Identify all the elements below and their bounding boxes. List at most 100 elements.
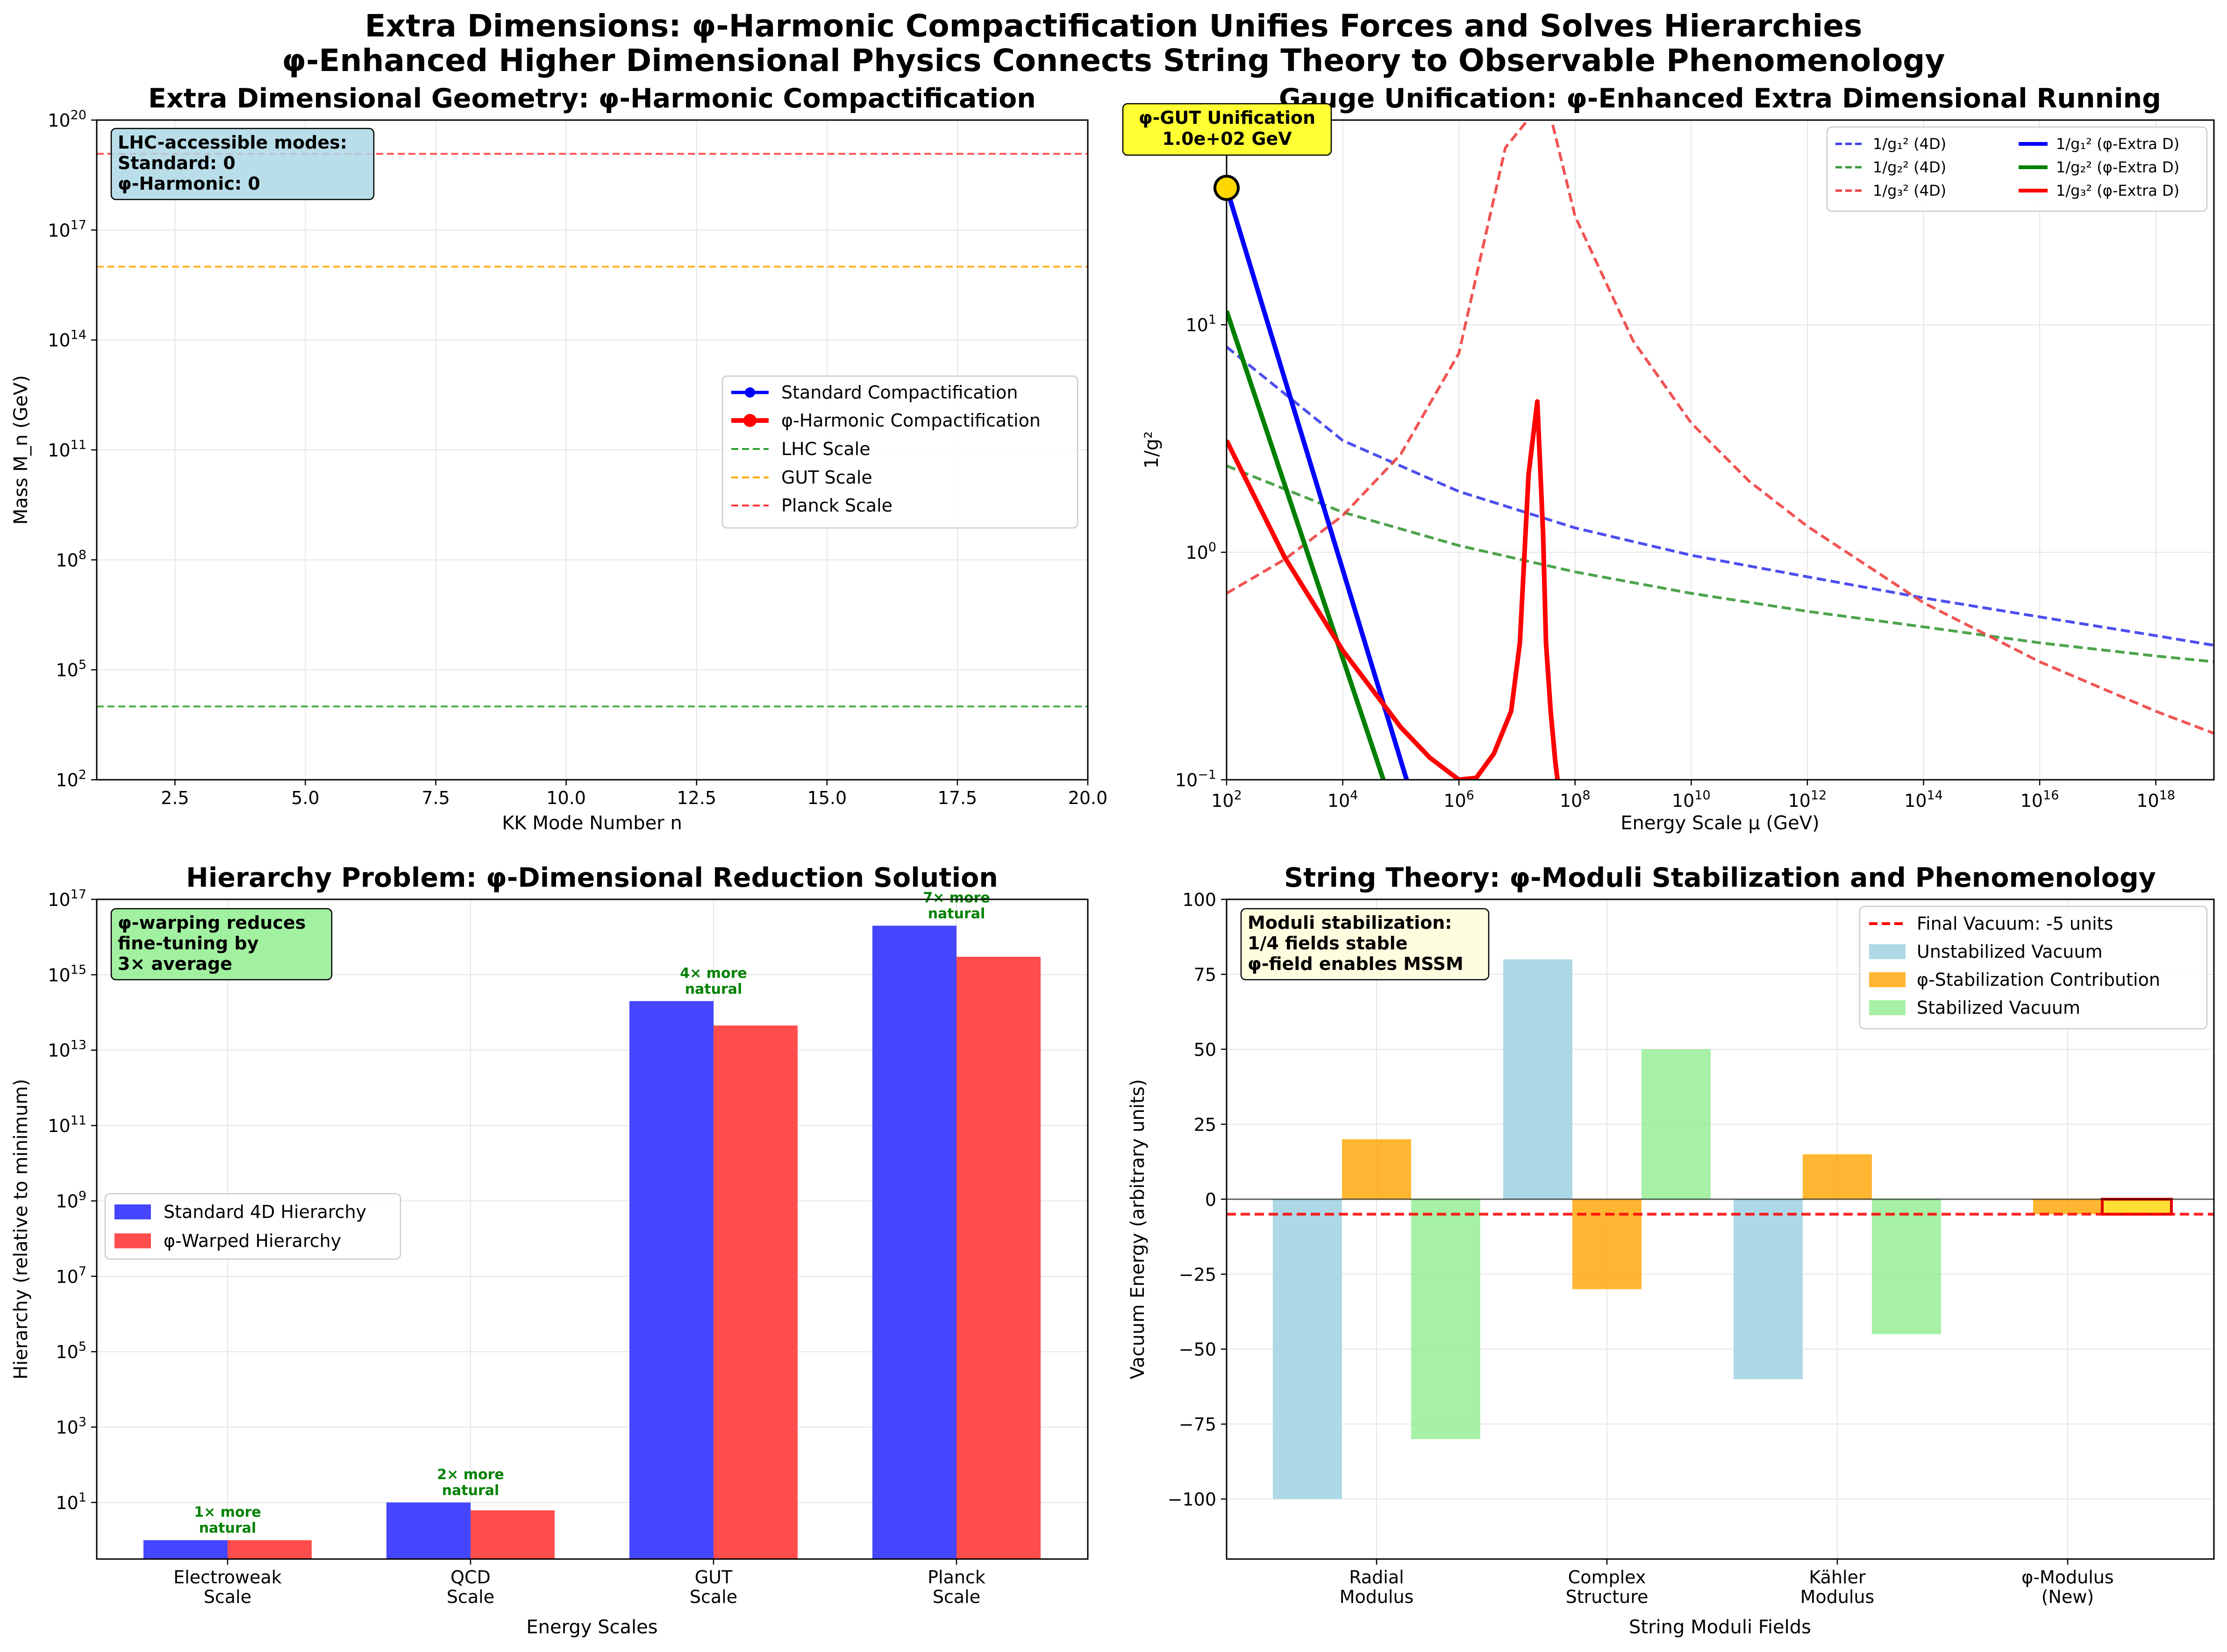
moduli-ytick-label: 100	[1182, 890, 1216, 910]
gauge-xtick-label-exponent: 6	[1466, 788, 1474, 803]
kk-ytick-label: 1014	[48, 328, 86, 351]
kk-ytick-label-base: 10	[56, 550, 78, 570]
hierarchy-ytick-label-exponent: 7	[79, 1264, 86, 1279]
kk-ytick-label: 102	[56, 768, 86, 790]
hierarchy-ytick-label-exponent: 17	[71, 887, 86, 902]
kk-ytick-label-base: 10	[56, 660, 78, 681]
hierarchy-category-label: QCD	[450, 1567, 491, 1588]
moduli-xlabel: String Moduli Fields	[1629, 1616, 1811, 1638]
hierarchy-legend: Standard 4D Hierarchy φ-Warped Hierarchy	[104, 1193, 401, 1260]
figure-title-line2: φ-Enhanced Higher Dimensional Physics Co…	[282, 43, 1945, 78]
gauge-xtick-label-exponent: 10	[1694, 788, 1710, 803]
gauge-xtick-label-exponent: 4	[1350, 788, 1358, 803]
kk-ytick-label: 1017	[48, 218, 86, 241]
gauge-series-3	[1227, 187, 1409, 780]
kk-frame	[96, 119, 1089, 781]
moduli-ylabel: Vacuum Energy (arbitrary units)	[1127, 1079, 1149, 1379]
legend-g1-extra: 1/g₁² (φ-Extra D)	[2056, 135, 2179, 153]
hierarchy-ytick-label-exponent: 1	[79, 1490, 86, 1505]
moduli-category-label: (New)	[2041, 1587, 2094, 1607]
hierarchy-ytick-label-exponent: 13	[71, 1038, 86, 1053]
kk-ytick-label: 108	[56, 548, 86, 570]
hierarchy-ytick-label-base: 10	[48, 965, 70, 985]
legend-phi-label: φ-Harmonic Compactification	[781, 410, 1041, 431]
moduli-bar-series-1	[2033, 1199, 2102, 1214]
legend-g2-extra: 1/g₂² (φ-Extra D)	[2056, 158, 2179, 176]
legend-planck-label: Planck Scale	[781, 495, 892, 516]
hierarchy-ytick-label: 103	[56, 1415, 86, 1438]
kk-xtick-label: 17.5	[938, 788, 978, 808]
moduli-ytick-label: −50	[1179, 1339, 1216, 1360]
gauge-xtick-label-exponent: 16	[2043, 788, 2059, 803]
moduli-category-label: Kähler	[1809, 1567, 1866, 1588]
hierarchy-ytick-label-base: 10	[56, 1191, 78, 1211]
gauge-ytick-label-exponent: 1	[1208, 313, 1216, 327]
gauge-xtick-label-base: 10	[1788, 790, 1811, 811]
legend-standard-label: Standard Compactification	[781, 382, 1018, 403]
gauge-ytick-label-base: 10	[1175, 770, 1198, 790]
hierarchy-category-label: GUT	[695, 1567, 733, 1588]
gauge-xtick-label-exponent: 14	[1927, 788, 1943, 803]
legend-standard-marker	[745, 387, 755, 398]
moduli-bar-series-1	[1572, 1199, 1642, 1289]
legend-g1-4d: 1/g₁² (4D)	[1873, 135, 1946, 153]
hierarchy-ytick-label-exponent: 5	[79, 1339, 86, 1354]
moduli-annotation-line3: φ-field enables MSSM	[1248, 954, 1463, 974]
kk-ytick-label: 105	[56, 658, 86, 681]
hierarchy-xlabel: Energy Scales	[526, 1616, 657, 1638]
hierarchy-bar-standard	[386, 1502, 471, 1559]
kk-ytick-label-base: 10	[48, 110, 70, 131]
gauge-xtick-label-base: 10	[1328, 790, 1350, 811]
hierarchy-ytick-label: 101	[56, 1490, 86, 1513]
gauge-xtick-label-base: 10	[2020, 790, 2043, 811]
kk-xtick-label: 7.5	[421, 788, 450, 808]
gauge-series-2	[1227, 120, 2214, 735]
gauge-plot-area	[1227, 120, 2214, 780]
gauge-xtick-label-exponent: 18	[2159, 788, 2175, 803]
moduli-ytick-label: 0	[1205, 1189, 1216, 1210]
gauge-ytick-label-base: 10	[1185, 315, 1208, 335]
kk-ytick-label-base: 10	[48, 330, 70, 351]
moduli-category-label: Modulus	[1800, 1587, 1875, 1607]
gauge-xtick-label-base: 10	[1443, 790, 1466, 811]
kk-legend: Standard Compactification φ-Harmonic Com…	[721, 375, 1078, 529]
hierarchy-bar-label: 1× more	[194, 1504, 261, 1521]
legend-standard-swatch	[114, 1204, 151, 1219]
moduli-ytick-label: −75	[1179, 1414, 1216, 1435]
hierarchy-ytick-label-base: 10	[48, 890, 70, 910]
kk-annotation-line2: Standard: 0	[118, 153, 236, 173]
hierarchy-ytick-label-base: 10	[56, 1417, 78, 1438]
hierarchy-annotation-line2: fine-tuning by	[118, 933, 259, 954]
gauge-xtick-label: 108	[1560, 788, 1591, 811]
legend-g2-4d: 1/g₂² (4D)	[1873, 158, 1946, 176]
moduli-ytick-label: −100	[1168, 1489, 1216, 1510]
kk-xlabel: KK Mode Number n	[502, 812, 682, 834]
hierarchy-ytick-label: 109	[56, 1189, 86, 1211]
hierarchy-category-label: Scale	[447, 1587, 494, 1607]
gauge-xtick-label: 104	[1328, 788, 1358, 811]
moduli-ytick-label: 50	[1194, 1040, 1216, 1060]
moduli-frame	[1226, 898, 2215, 1560]
gauge-series-5	[1227, 399, 1560, 780]
legend-g3-extra: 1/g₃² (φ-Extra D)	[2056, 182, 2179, 199]
gauge-series-0	[1227, 346, 2214, 647]
kk-xtick-label: 5.0	[291, 788, 319, 808]
hierarchy-bar-standard	[629, 1001, 714, 1559]
kk-title: Extra Dimensional Geometry: φ-Harmonic C…	[148, 83, 1036, 114]
kk-ytick-label-exponent: 2	[79, 768, 86, 782]
kk-annotation-box: LHC-accessible modes: Standard: 0 φ-Harm…	[110, 128, 375, 200]
hierarchy-bar-label: natural	[442, 1482, 500, 1499]
gauge-xtick-label: 1010	[1672, 788, 1711, 811]
moduli-bar-series-1	[1803, 1154, 1872, 1199]
moduli-bar-series-1	[1342, 1139, 1411, 1199]
hierarchy-panel: Hierarchy Problem: φ-Dimensional Reducti…	[10, 862, 1089, 1638]
kk-ylabel: Mass M_n (GeV)	[10, 375, 32, 525]
moduli-ytick-label: 25	[1194, 1114, 1216, 1135]
moduli-category-label: φ-Modulus	[2021, 1567, 2113, 1588]
hierarchy-category-label: Scale	[690, 1587, 737, 1607]
moduli-bar-series-0	[1273, 1199, 1342, 1499]
hierarchy-title: Hierarchy Problem: φ-Dimensional Reducti…	[186, 862, 998, 893]
kk-xtick-label: 20.0	[1068, 788, 1108, 808]
moduli-category-label: Complex	[1568, 1567, 1646, 1588]
gauge-panel: Gauge Unification: φ-Enhanced Extra Dime…	[1122, 83, 2215, 834]
